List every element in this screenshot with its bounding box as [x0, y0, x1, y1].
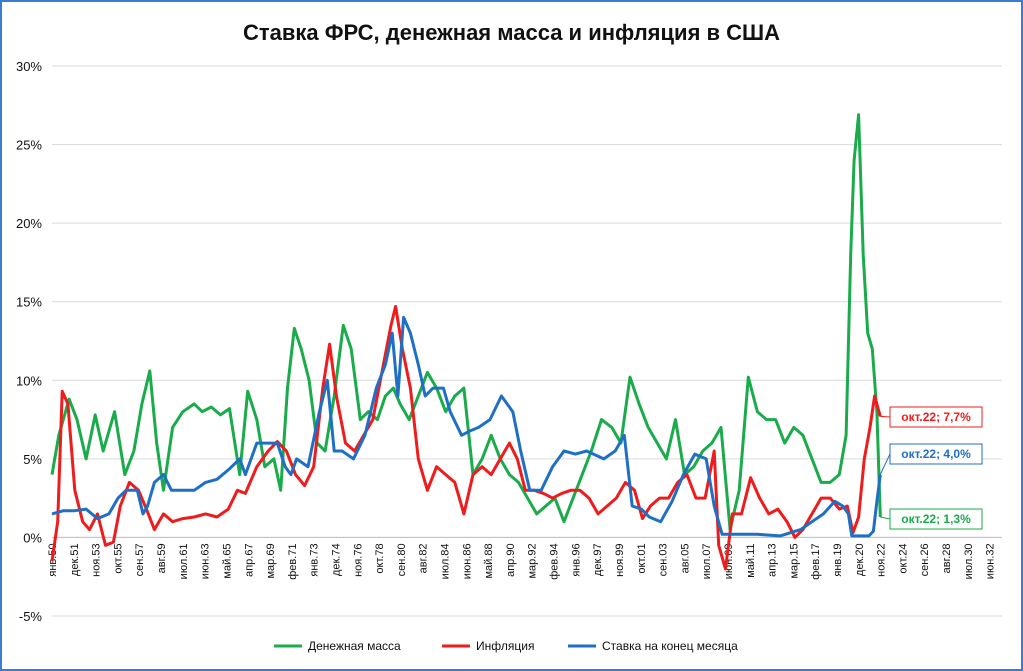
legend: Денежная масса Инфляция Ставка на конец ме…: [274, 639, 738, 653]
x-tick-label: окт.01: [636, 543, 648, 573]
x-tick-label: июл.30: [963, 543, 975, 579]
legend-label: Денежная масса: [308, 639, 401, 653]
x-tick-label: мар.15: [788, 543, 800, 578]
y-tick-label: -5%: [19, 609, 43, 624]
x-tick-label: фев.94: [549, 543, 561, 579]
series-line-0: [50, 113, 882, 532]
x-tick-label: июн.86: [461, 543, 473, 579]
x-tick-label: окт.24: [897, 543, 909, 573]
y-tick-label: 5%: [23, 452, 42, 467]
x-tick-label: мар.69: [265, 543, 277, 578]
x-tick-label: фев.17: [810, 543, 822, 579]
x-tick-label: ноя.76: [352, 543, 364, 576]
x-tick-label: авг.82: [418, 543, 430, 573]
x-axis-ticks: янв.50 дек.51 ноя.53 окт.55 сен.57 авг.59 июл.…: [47, 543, 997, 579]
x-tick-label: дек.97: [592, 543, 604, 576]
x-tick-label: сен.03: [658, 543, 670, 576]
x-tick-label: мар.92: [527, 543, 539, 578]
y-tick-label: 20%: [16, 216, 42, 231]
x-tick-label: авг.59: [156, 543, 168, 573]
value-callouts: окт.22; 7,7% окт.22; 4,0% окт.22; 1,3%: [879, 406, 983, 530]
legend-label: Ставка на конец месяца: [602, 639, 738, 653]
x-tick-label: сен.57: [134, 543, 146, 576]
callout-label: окт.22; 4,0%: [901, 447, 971, 461]
callout-label: окт.22; 1,3%: [901, 512, 971, 526]
legend-label: Инфляция: [476, 639, 534, 653]
y-axis-ticks: 30% 25% 20% 15% 10% 5% 0% -5%: [16, 59, 42, 624]
x-tick-label: июл.84: [440, 543, 452, 579]
y-tick-label: 10%: [16, 373, 42, 388]
x-tick-label: авг.28: [941, 543, 953, 573]
x-tick-label: окт.55: [112, 543, 124, 573]
x-tick-label: апр.90: [505, 543, 517, 576]
callout-leader: [879, 453, 891, 475]
x-tick-label: май.11: [745, 543, 757, 577]
y-tick-label: 15%: [16, 295, 42, 310]
x-tick-label: ноя.53: [91, 543, 103, 576]
x-tick-label: июн.32: [985, 543, 997, 579]
callout-box: [889, 508, 983, 530]
x-tick-label: дек.20: [854, 543, 866, 576]
x-tick-label: дек.74: [330, 543, 342, 576]
y-tick-label: 0%: [23, 530, 42, 545]
series-line-1: [50, 304, 882, 571]
x-tick-label: апр.13: [767, 543, 779, 576]
series-lines: [50, 113, 882, 571]
x-tick-label: янв.73: [309, 543, 321, 576]
callout-box: [889, 443, 983, 465]
callout-leader: [880, 415, 891, 418]
x-tick-label: июл.61: [178, 543, 190, 579]
x-tick-label: ноя.22: [876, 543, 888, 576]
grid-lines: [52, 65, 1002, 617]
x-tick-label: сен.80: [396, 543, 408, 576]
y-tick-label: 25%: [16, 138, 42, 153]
chart-title: Ставка ФРС, денежная масса и инфляция в …: [242, 20, 781, 45]
x-tick-label: июн.63: [200, 543, 212, 579]
x-tick-label: янв.19: [832, 543, 844, 576]
x-tick-label: май.88: [483, 543, 495, 578]
y-tick-label: 30%: [16, 59, 42, 74]
callout-leader: [880, 516, 891, 520]
x-tick-label: окт.78: [374, 543, 386, 573]
x-tick-label: сен.26: [919, 543, 931, 576]
x-tick-label: фев.71: [287, 543, 299, 579]
x-tick-label: авг.05: [679, 543, 691, 573]
series-line-2: [51, 315, 882, 538]
x-tick-label: ноя.99: [614, 543, 626, 576]
x-tick-label: май.65: [221, 543, 233, 578]
callout-label: окт.22; 7,7%: [901, 410, 971, 424]
x-tick-label: янв.96: [570, 543, 582, 576]
x-tick-label: июл.07: [701, 543, 713, 579]
x-tick-label: апр.67: [243, 543, 255, 576]
callout-box: [889, 406, 983, 428]
x-tick-label: дек.51: [69, 543, 81, 576]
